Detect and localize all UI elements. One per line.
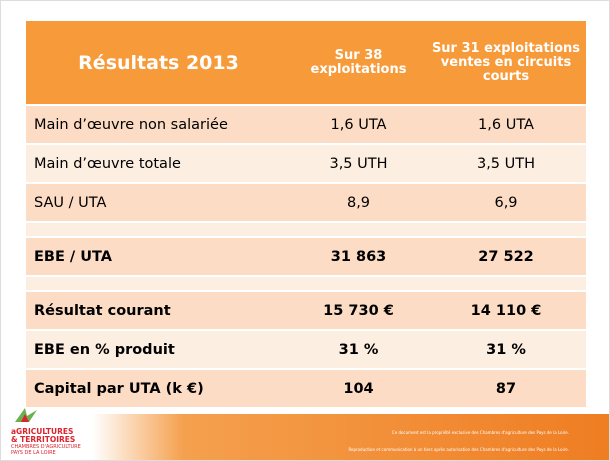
header-cell: Résultats 2013 [26, 21, 291, 106]
footer-band: Ce document est la propriété exclusive d… [1, 414, 609, 460]
row: Main d’œuvre non salariée 1,6 UTA 1,6 UTA [26, 105, 586, 145]
cell: 31 863 [291, 237, 426, 277]
cell: 8,9 [291, 183, 426, 223]
footer-notice: Reproduction et communication à un tiers… [348, 447, 569, 452]
cell: 27 522 [426, 237, 586, 277]
logo-text: PAYS DE LA LOIRE [11, 450, 56, 456]
row: Résultat courant 15 730 €14 110 € [26, 291, 586, 331]
row: EBE / UTA 31 863 27 522 [26, 237, 586, 277]
cell: 3,5 UTH [291, 144, 426, 184]
row: Capital par UTA (k €) 104 87 [26, 369, 586, 409]
cell: 31 % [426, 330, 586, 370]
spacer-row [26, 222, 586, 238]
logo-text: CHAMBRES D'AGRICULTURE [11, 444, 81, 450]
logo-mark [15, 408, 37, 422]
logo-text: & TERRITOIRES [11, 435, 76, 444]
logo: aGRICULTURES & TERRITOIRES CHAMBRES D'AG… [11, 406, 101, 456]
row: Main d’œuvre totale 3,5 UTH 3,5 UTH [26, 144, 586, 184]
cell: 15 730 € [291, 291, 426, 331]
cell: 6,9 [426, 183, 586, 223]
cell: 14 110 € [426, 291, 586, 331]
cell: EBE / UTA [26, 237, 291, 277]
cell: Capital par UTA (k €) [26, 369, 291, 409]
cell: 31 % [291, 330, 426, 370]
cell: Résultat courant [26, 291, 291, 331]
header-row: Résultats 2013 Sur 38 exploitations Sur … [26, 21, 586, 106]
header-cell: Sur 31 exploitations ventes en circuits … [426, 21, 586, 106]
logo-text: aGRICULTURES [11, 427, 74, 436]
results-table: Résultats 2013 Sur 38 exploitations Sur … [26, 21, 586, 409]
cell: Main d’œuvre non salariée [26, 105, 291, 145]
row: SAU / UTA 8,9 6,9 [26, 183, 586, 223]
cell: 1,6 UTA [291, 105, 426, 145]
cell: Main d’œuvre totale [26, 144, 291, 184]
cell: 87 [426, 369, 586, 409]
spacer-row [26, 276, 586, 292]
cell: EBE en % produit [26, 330, 291, 370]
footer-notice: Ce document est la propriété exclusive d… [391, 430, 569, 435]
header-cell: Sur 38 exploitations [291, 21, 426, 106]
cell: 104 [291, 369, 426, 409]
row: EBE en % produit 31 % 31 % [26, 330, 586, 370]
cell: 3,5 UTH [426, 144, 586, 184]
cell: 1,6 UTA [426, 105, 586, 145]
cell: SAU / UTA [26, 183, 291, 223]
